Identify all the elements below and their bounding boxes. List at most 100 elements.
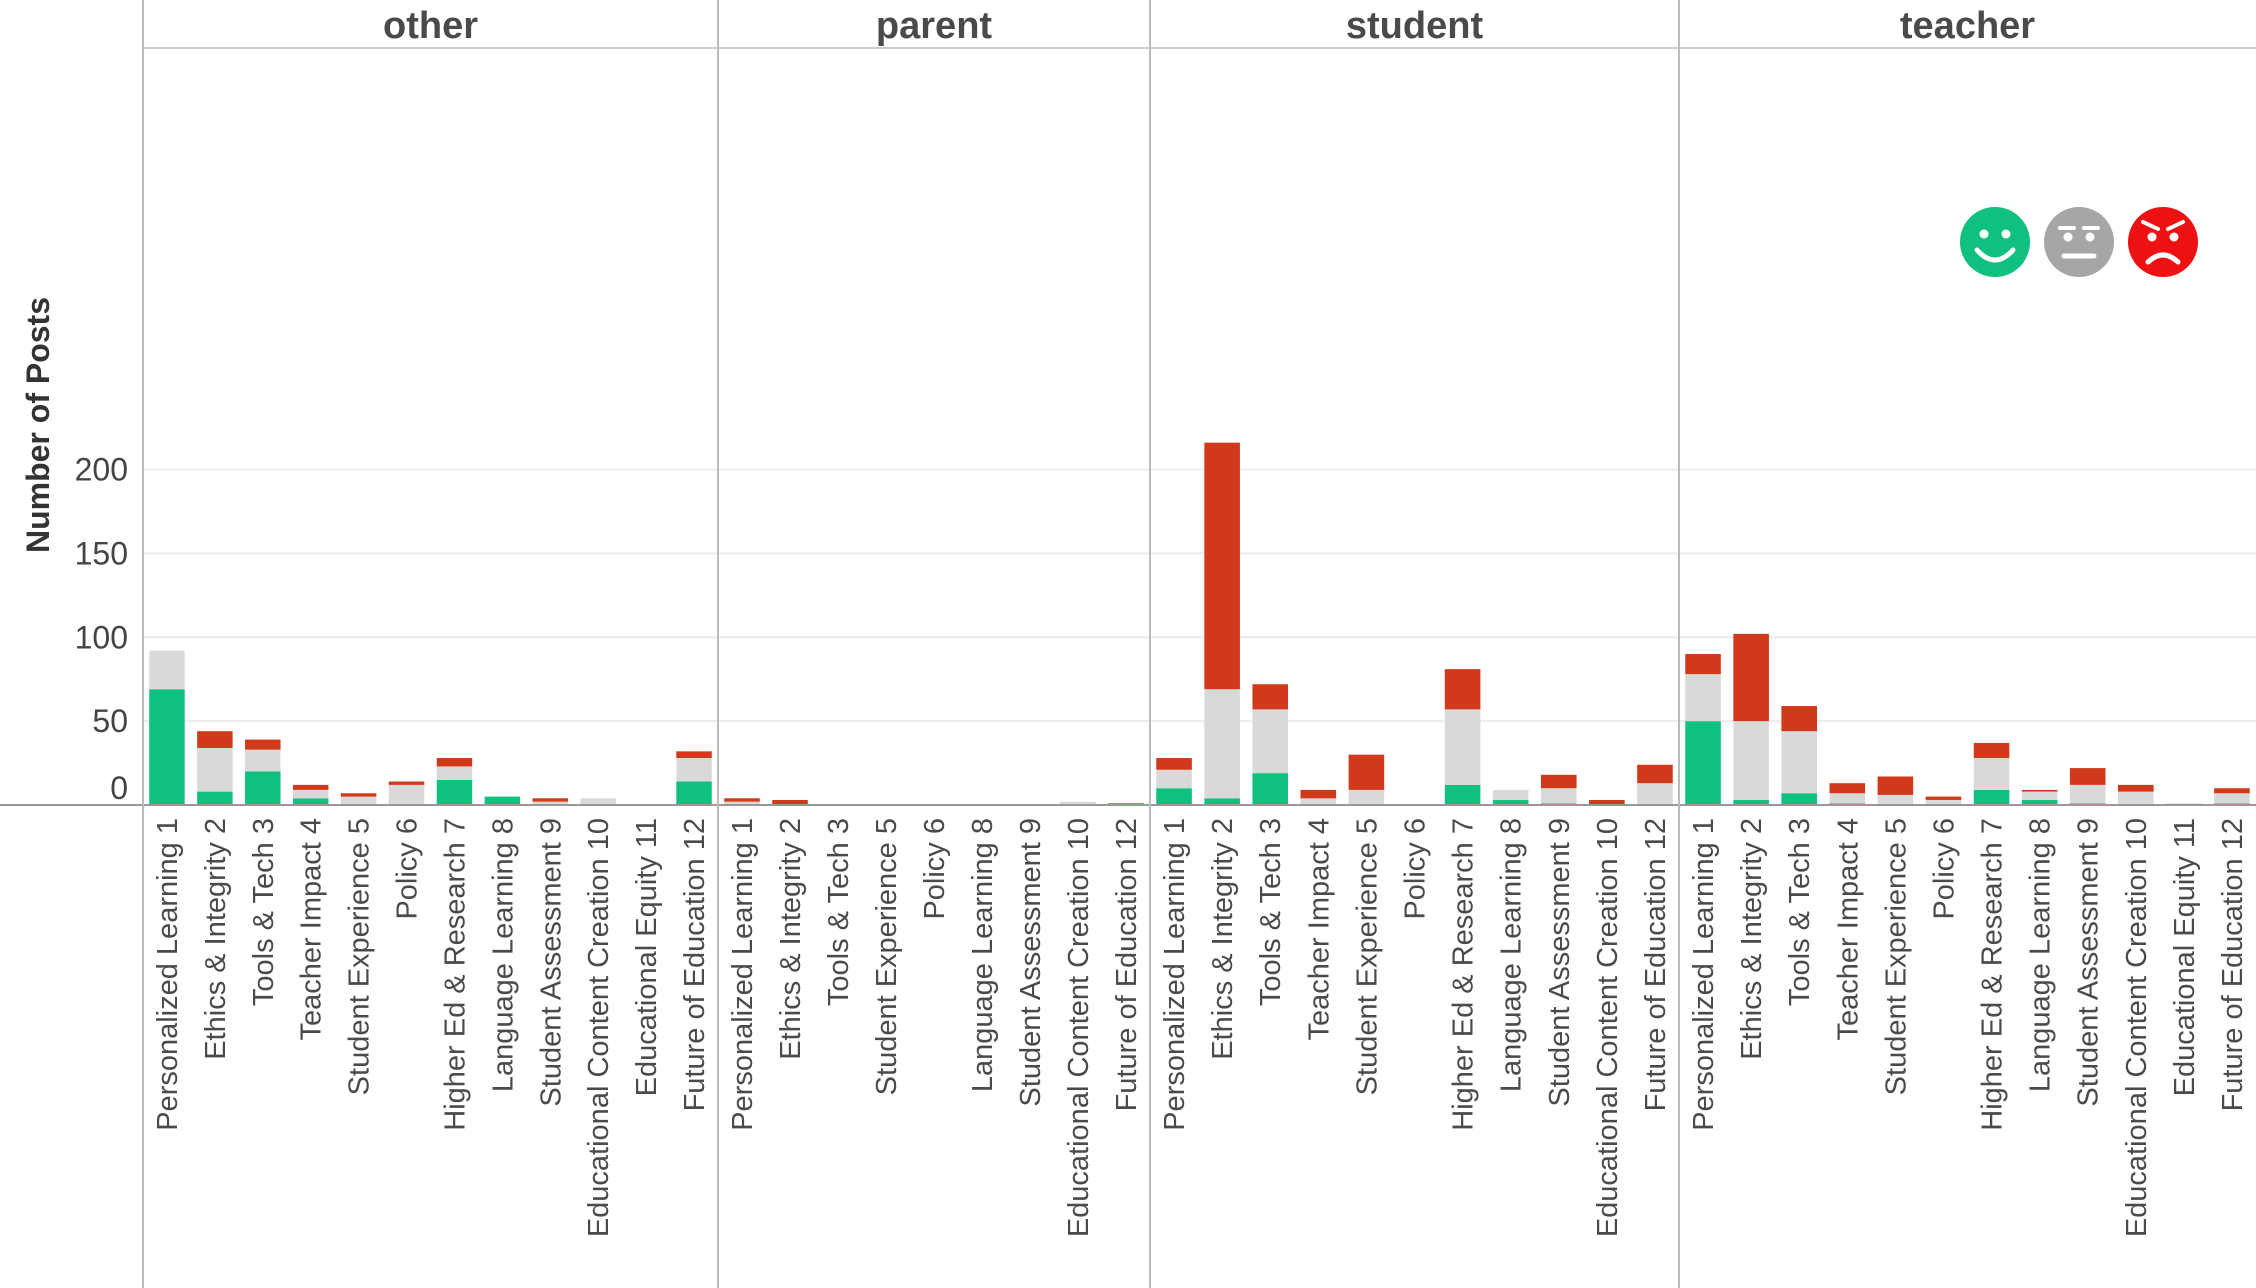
bar-segment-negative [1348,754,1385,790]
bar-segment-neutral [1829,793,1866,804]
bar-segment-positive [292,798,329,805]
bar-segment-neutral [197,747,233,792]
facet-title: teacher [1900,5,2035,47]
angry-face-icon [2128,207,2198,277]
bar-segment-neutral [2069,784,2106,804]
facet-title: other [383,5,478,47]
bar-segment-negative [1156,758,1192,770]
bar-segment-positive [484,796,521,805]
bar-segment-positive [1252,773,1289,805]
smiley-face-icon [1960,207,2030,277]
bar-segment-negative [2214,788,2250,794]
bar-segment-negative [1781,706,1817,732]
x-tick-label: Future of Education 12 [1640,818,1672,1111]
x-tick-label: Ethics & Integrity 2 [1207,818,1239,1060]
x-tick-label: Teacher Impact 4 [296,818,328,1040]
x-tick-label: Educational Content Creation 10 [2121,818,2153,1237]
x-tick-label: Educational Equity 11 [631,818,663,1096]
bar-segment-negative [1540,774,1577,789]
bar-segment-neutral [1733,721,1769,800]
bar-segment-negative [1973,742,2010,759]
bar-segment-neutral [1973,758,2010,790]
x-tick-label: Student Assessment 9 [1544,818,1576,1107]
bar-segment-neutral [580,798,616,805]
x-tick-label: Future of Education 12 [679,818,711,1111]
bar-segment-negative [772,799,808,805]
bar-segment-neutral [245,749,281,772]
x-axis-tick-labels: Personalized Learning 1 Ethics & Integrit… [152,818,2249,1237]
bar-segment-positive [1204,798,1240,805]
x-tick-label: Student Assessment 9 [1015,818,1047,1107]
bar-segment-neutral [149,650,185,690]
bar-segment-positive [245,771,281,805]
x-tick-label: Personalized Learning 1 [1688,818,1720,1131]
x-tick-label: Personalized Learning 1 [152,818,184,1131]
bar-segment-positive [436,779,473,805]
bar-segment-negative [1637,764,1673,784]
bar-segment-neutral [2021,791,2058,800]
bar-segment-negative [1733,633,1769,722]
bar-segment-neutral [1060,801,1096,805]
bar-segment-neutral [340,796,377,805]
y-tick-label: 150 [75,535,128,571]
x-tick-label: Tools & Tech 3 [1784,818,1816,1006]
x-tick-label: Tools & Tech 3 [248,818,280,1006]
bar-segment-neutral [1492,789,1529,800]
bar-segment-neutral [1877,794,1914,805]
y-axis: Number of Posts 0 50 100 150 200 [20,297,128,806]
bar-segment-negative [532,798,569,802]
x-tick-label: Teacher Impact 4 [1303,818,1335,1040]
bar-segment-positive [1733,799,1769,805]
facet-titles: other parent student teacher [383,5,2035,47]
bar-segment-negative [292,784,329,790]
bar-segment-neutral [1204,689,1240,799]
y-tick-label: 200 [75,452,128,488]
x-tick-label: Language Learning 8 [967,818,999,1092]
facet-title: student [1346,5,1484,47]
bar-segment-neutral [1637,783,1673,805]
bar-segment-negative [245,739,281,750]
x-tick-label: Tools & Tech 3 [1255,818,1287,1006]
bar-segment-neutral [1156,769,1192,789]
bar-segment-neutral [1685,674,1721,722]
bar-segment-negative [1829,783,1866,794]
bar-segment-negative [1589,799,1625,805]
bar-segment-negative [1300,789,1337,799]
bar-segment-negative [1444,669,1481,710]
bar-segment-neutral [388,784,425,805]
bar-segment-neutral [1252,709,1289,774]
legend [1960,207,2198,277]
bar-segment-neutral [2118,791,2154,805]
bar-segment-neutral [724,801,760,805]
y-tick-label: 0 [110,770,128,806]
bar-segment-positive [2021,799,2058,805]
bar-segment-neutral [532,801,569,805]
y-tick-label: 100 [75,619,128,655]
x-tick-label: Personalized Learning 1 [727,818,759,1131]
facet-title: parent [876,5,992,47]
bar-segment-positive [1781,793,1817,805]
bar-segment-negative [388,781,425,785]
bar-segment-negative [340,793,377,797]
bar-segment-negative [1925,796,1962,800]
x-tick-label: Student Experience 5 [1351,818,1383,1095]
gridlines [143,468,2256,723]
x-tick-label: Language Learning 8 [1496,818,1528,1092]
bar-segment-neutral [676,758,712,782]
x-tick-label: Ethics & Integrity 2 [1736,818,1768,1060]
x-tick-label: Educational Content Creation 10 [1592,818,1624,1237]
bar-segment-neutral [1348,789,1385,805]
x-tick-label: Policy 6 [1928,818,1960,920]
x-tick-label: Student Experience 5 [1880,818,1912,1095]
bar-segment-negative [1252,684,1289,710]
x-tick-label: Language Learning 8 [2025,818,2057,1092]
x-tick-label: Educational Equity 11 [2169,818,2201,1096]
x-tick-label: Educational Content Creation 10 [583,818,615,1237]
x-tick-label: Higher Ed & Research 7 [1448,818,1480,1131]
bar-segment-neutral [1300,798,1337,805]
bar-segment-negative [724,798,760,802]
y-axis-label: Number of Posts [20,297,56,553]
x-tick-label: Future of Education 12 [1111,818,1143,1111]
x-tick-label: Student Assessment 9 [535,818,567,1107]
